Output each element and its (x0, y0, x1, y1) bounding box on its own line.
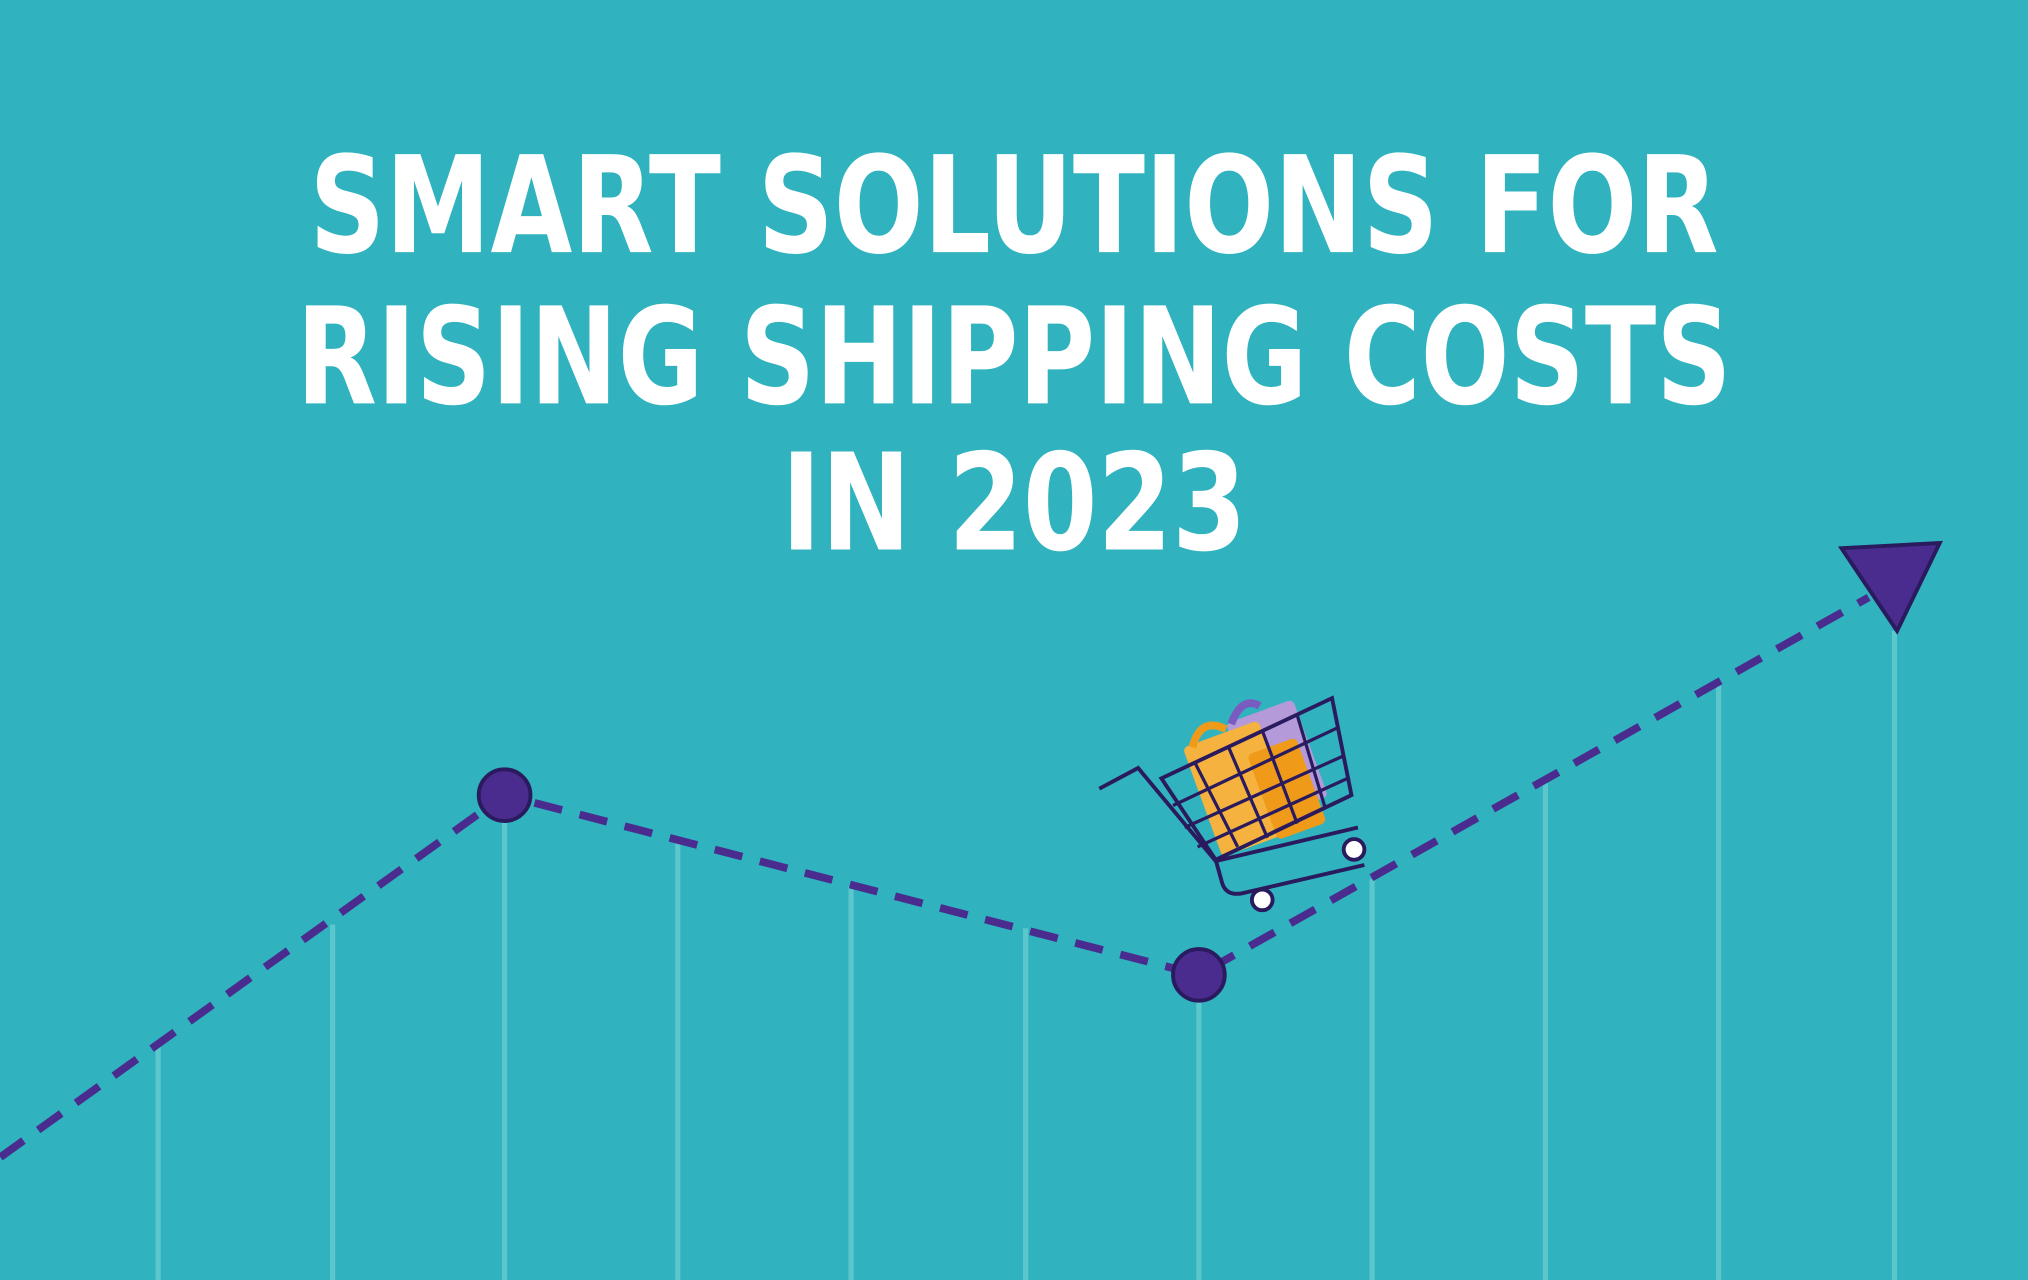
title-line: RISING SHIPPING COSTS (296, 278, 1731, 435)
bag-handle (1227, 699, 1262, 726)
title-line: IN 2023 (781, 424, 1246, 581)
cart-wheel (1341, 837, 1367, 862)
trend-line (0, 593, 1871, 1161)
cart-basket (1158, 695, 1354, 863)
cart-frame (1213, 859, 1365, 896)
arrow-head (1837, 540, 1943, 635)
decor-lines (155, 630, 1898, 1280)
cart-wheel (1249, 887, 1275, 913)
bag (1248, 738, 1326, 839)
title: SMART SOLUTIONS FOR RISING SHIPPING COST… (296, 127, 1731, 581)
cart-grid (1172, 714, 1349, 849)
marker (476, 767, 533, 823)
cart-handle (1098, 765, 1359, 864)
bag-handle (1188, 721, 1228, 749)
title-line: SMART SOLUTIONS FOR (309, 127, 1718, 284)
marker (1171, 947, 1227, 1003)
shopping-cart (1098, 695, 1367, 913)
